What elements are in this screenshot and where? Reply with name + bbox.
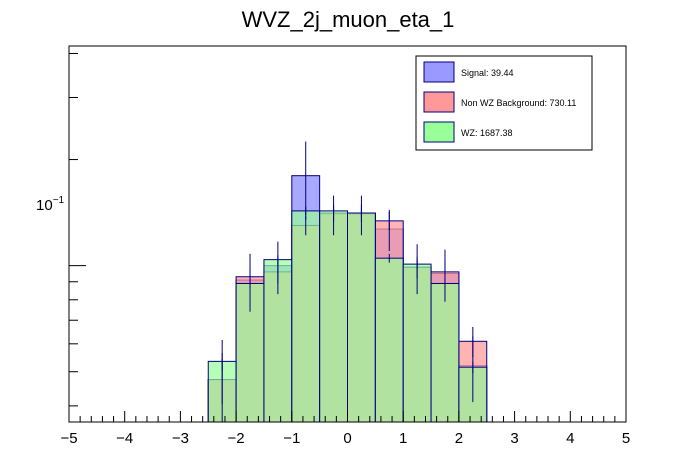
x-tick-label: 4: [566, 430, 574, 447]
x-tick-label: −3: [172, 430, 189, 447]
x-tick-label: −5: [60, 430, 77, 447]
x-tick-label: 2: [455, 430, 463, 447]
error-bars: [221, 141, 474, 422]
x-tick-label: −1: [283, 430, 300, 447]
x-axis: −5 −4 −3 −2 −1 0 1 2 3 4 5: [60, 411, 630, 447]
bar-wz-3: [291, 210, 321, 423]
bar-wz-4: [319, 210, 348, 423]
legend-label-non-wz-background: Non WZ Background: 730.11: [461, 98, 576, 108]
x-tick-label: 5: [622, 430, 630, 447]
y-tick-label: 10−1: [36, 195, 65, 214]
bar-wz-5: [347, 212, 376, 423]
legend-swatch-non-wz-background: [423, 91, 455, 113]
histogram-bars: [207, 175, 488, 423]
legend-label-signal: Signal: 39.44: [461, 68, 514, 78]
legend-swatch-wz: [423, 121, 455, 143]
x-tick-label: 3: [510, 430, 518, 447]
y-axis: 10−1: [36, 52, 86, 407]
chart-title: WVZ_2j_muon_eta_1: [242, 7, 455, 32]
y-tick-exponent: −1: [53, 195, 65, 206]
x-tick-label: −2: [228, 430, 245, 447]
bar-wz-8: [430, 282, 460, 423]
legend: Signal: 39.44 Non WZ Background: 730.11 WZ…: [415, 55, 593, 151]
legend-label-wz: WZ: 1687.38: [461, 128, 513, 138]
bar-wz-6: [374, 257, 404, 423]
legend-swatch-signal: [423, 61, 455, 83]
y-tick-base: 10: [36, 197, 53, 214]
x-tick-label: 0: [343, 430, 351, 447]
x-tick-label: 1: [399, 430, 407, 447]
x-tick-label: −4: [116, 430, 133, 447]
